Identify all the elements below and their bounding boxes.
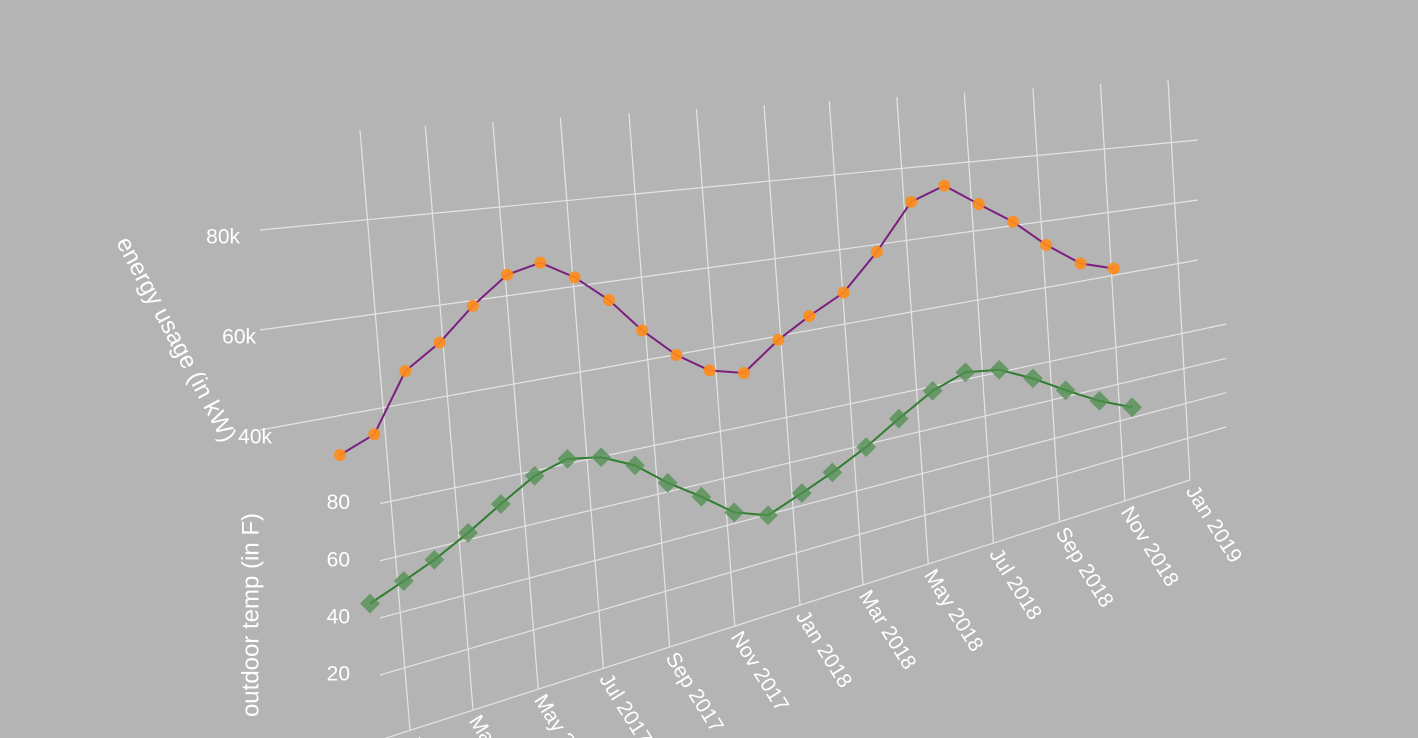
temp-marker bbox=[856, 437, 877, 457]
temp-marker bbox=[791, 483, 812, 504]
energy-marker bbox=[905, 195, 918, 208]
energy-marker bbox=[568, 271, 581, 284]
temp-marker bbox=[758, 505, 778, 526]
energy-marker bbox=[1074, 257, 1087, 270]
grid-line bbox=[1032, 88, 1061, 522]
temp-marker bbox=[691, 486, 712, 507]
energy-marker bbox=[636, 324, 649, 337]
x-tick-label: Jan 2017 bbox=[401, 731, 466, 738]
temp-marker bbox=[458, 522, 479, 543]
temp-marker bbox=[724, 502, 745, 523]
temp-marker bbox=[360, 593, 380, 614]
energy-marker bbox=[972, 198, 985, 211]
x-tick-label: May 2017 bbox=[529, 690, 597, 738]
x-tick-label: Jul 2017 bbox=[594, 669, 656, 738]
energy-marker bbox=[703, 364, 716, 377]
temp-marker bbox=[1023, 368, 1043, 389]
grid-line bbox=[259, 259, 1199, 431]
energy-marker bbox=[399, 365, 412, 378]
y-tick-label: 60k bbox=[222, 326, 256, 349]
energy-marker bbox=[670, 349, 683, 362]
grid-line bbox=[963, 92, 994, 544]
x-tick-label: May 2018 bbox=[919, 565, 987, 655]
x-tick-label: Nov 2018 bbox=[1116, 502, 1183, 590]
energy-marker bbox=[334, 449, 346, 461]
energy-marker bbox=[534, 256, 547, 269]
x-axis-line bbox=[384, 479, 1191, 738]
y-tick-label: 80k bbox=[206, 226, 240, 249]
energy-marker bbox=[501, 268, 514, 281]
temp-marker bbox=[393, 571, 414, 591]
energy-marker bbox=[1107, 262, 1120, 275]
energy-marker bbox=[368, 428, 381, 441]
grid-line bbox=[896, 96, 929, 564]
grid-line bbox=[379, 323, 1227, 505]
grid-line bbox=[695, 109, 736, 626]
energy-marker bbox=[738, 367, 750, 379]
grid-line bbox=[424, 125, 474, 710]
grid-line bbox=[379, 392, 1227, 619]
grid-line bbox=[763, 104, 801, 606]
x-tick-label: Mar 2018 bbox=[854, 586, 921, 673]
energy-marker bbox=[803, 310, 816, 323]
temp-marker bbox=[888, 408, 909, 429]
grid-line bbox=[379, 357, 1227, 562]
grid-line bbox=[828, 100, 864, 585]
temp-marker bbox=[955, 362, 976, 383]
temp-marker bbox=[1089, 391, 1110, 411]
energy-marker bbox=[870, 245, 883, 258]
x-tick-label: Jan 2018 bbox=[791, 606, 856, 691]
energy-marker bbox=[602, 294, 615, 307]
temp-marker bbox=[524, 465, 545, 486]
energy-marker bbox=[1040, 238, 1053, 251]
x-tick-label: Sep 2017 bbox=[661, 648, 728, 736]
series-line bbox=[339, 184, 1114, 456]
grid-line bbox=[1099, 84, 1126, 501]
grid-line bbox=[259, 139, 1199, 231]
energy-marker bbox=[433, 336, 446, 349]
grid-line bbox=[492, 121, 539, 689]
temp-marker bbox=[490, 494, 511, 514]
x-tick-label: Sep 2018 bbox=[1051, 523, 1118, 611]
temp-marker bbox=[657, 472, 678, 493]
temp-marker bbox=[989, 359, 1010, 380]
temp-marker bbox=[922, 380, 943, 401]
grid-line bbox=[379, 426, 1227, 676]
y-tick-label: 40k bbox=[238, 426, 272, 449]
x-tick-label: Nov 2017 bbox=[726, 627, 793, 715]
x-tick-label: Mar 2017 bbox=[464, 711, 531, 738]
grid-line bbox=[359, 129, 411, 731]
y2-tick-label: 60 bbox=[327, 548, 350, 571]
energy-marker bbox=[837, 286, 850, 299]
energy-marker bbox=[1006, 215, 1019, 228]
x-tick-label: Jan 2019 bbox=[1181, 481, 1246, 566]
grid-line bbox=[628, 113, 671, 647]
energy-marker bbox=[466, 299, 479, 312]
temp-marker bbox=[1122, 397, 1143, 418]
temp-marker bbox=[625, 455, 645, 476]
grid-line bbox=[1167, 79, 1191, 481]
grid-line bbox=[259, 199, 1199, 331]
temp-marker bbox=[591, 447, 612, 468]
y2-tick-label: 80 bbox=[327, 491, 350, 514]
temp-marker bbox=[1055, 380, 1076, 401]
y2-tick-label: 40 bbox=[327, 605, 350, 628]
x-tick-label: Jul 2018 bbox=[984, 544, 1046, 624]
energy-marker bbox=[938, 179, 951, 192]
grid-line bbox=[559, 117, 604, 669]
temp-marker bbox=[822, 462, 843, 483]
y2-tick-label: 20 bbox=[327, 663, 350, 686]
energy-marker bbox=[772, 333, 785, 346]
y2-axis-label: outdoor temp (in F) bbox=[237, 513, 264, 717]
temp-marker bbox=[557, 448, 578, 469]
temp-marker bbox=[424, 549, 445, 570]
